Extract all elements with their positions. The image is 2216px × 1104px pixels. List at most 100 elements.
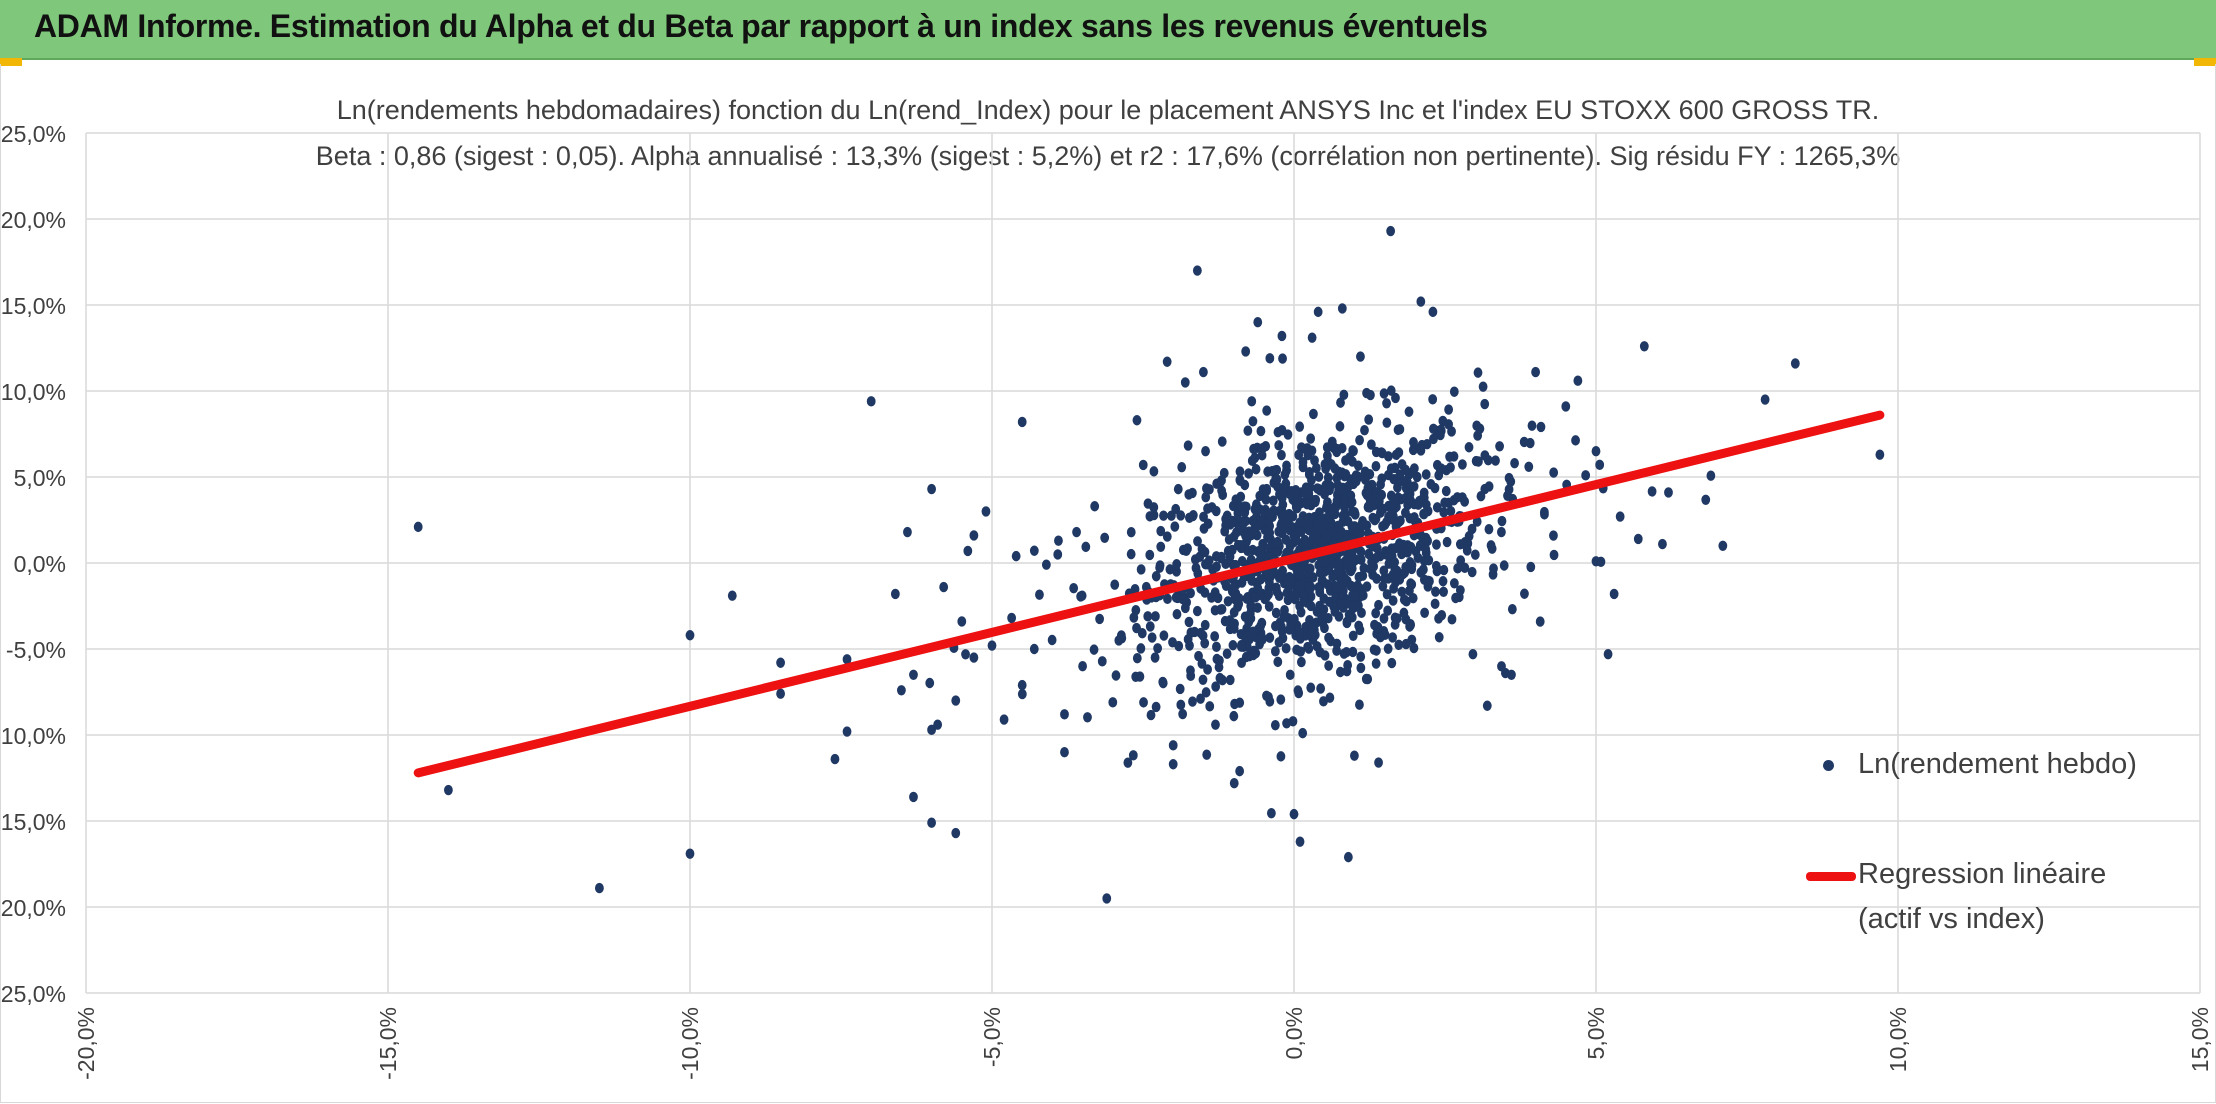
data-point <box>866 396 876 407</box>
data-point <box>1145 621 1155 632</box>
data-point <box>444 784 453 796</box>
data-point <box>987 640 997 651</box>
data-point <box>1314 471 1324 482</box>
data-point <box>1214 661 1224 673</box>
data-point <box>1017 688 1027 700</box>
data-point <box>1203 518 1213 529</box>
data-point <box>1047 634 1057 646</box>
data-point <box>1472 516 1482 527</box>
data-point <box>1446 506 1456 517</box>
data-point <box>1203 503 1212 514</box>
data-point <box>1408 444 1418 456</box>
data-point <box>1151 701 1161 713</box>
data-point <box>1371 608 1381 619</box>
data-point <box>1470 549 1480 560</box>
data-point <box>1146 709 1156 721</box>
data-point <box>1280 481 1290 492</box>
data-point <box>1436 463 1446 474</box>
data-point <box>1361 673 1371 685</box>
data-point <box>1506 476 1516 487</box>
data-point <box>1350 750 1359 761</box>
data-point <box>727 590 737 601</box>
data-point <box>1213 592 1223 604</box>
data-point <box>1276 751 1286 762</box>
data-point <box>1273 426 1283 438</box>
data-point <box>1350 507 1360 518</box>
data-point <box>1317 611 1327 622</box>
data-point <box>1215 672 1225 684</box>
data-point <box>1372 645 1381 656</box>
data-point <box>1432 539 1441 550</box>
data-point <box>1334 521 1343 532</box>
data-point <box>1334 557 1343 569</box>
data-point <box>1363 501 1373 513</box>
data-point <box>1416 445 1426 456</box>
data-point <box>1192 605 1202 617</box>
data-point <box>1183 634 1193 645</box>
data-point <box>1200 546 1210 558</box>
data-point <box>1468 649 1478 660</box>
data-point <box>1196 627 1206 639</box>
data-point <box>1322 450 1332 462</box>
data-point <box>1212 641 1221 653</box>
data-point <box>1172 559 1182 570</box>
data-point <box>1432 502 1442 513</box>
data-point <box>1035 589 1044 600</box>
data-point <box>1257 450 1267 461</box>
data-point <box>1270 719 1280 731</box>
data-point <box>1244 617 1254 628</box>
data-point <box>1321 463 1331 474</box>
data-point <box>1253 602 1262 613</box>
data-point <box>1132 415 1142 426</box>
legend-label-points: Ln(rendement hebdo) <box>1858 748 2137 780</box>
data-point <box>1442 536 1452 548</box>
data-point <box>1449 386 1459 397</box>
data-point <box>1225 615 1235 626</box>
data-point <box>1376 490 1386 501</box>
data-point <box>1306 600 1316 612</box>
x-tick-label: 5,0% <box>1583 1007 1609 1059</box>
data-point <box>1029 545 1039 556</box>
data-point <box>1561 401 1571 412</box>
data-point <box>1332 638 1342 650</box>
data-point <box>1095 613 1105 625</box>
data-point <box>1348 630 1358 641</box>
data-point <box>1295 836 1305 847</box>
data-point <box>1404 406 1414 417</box>
data-point <box>685 630 695 641</box>
data-point <box>1524 461 1534 473</box>
data-point <box>1227 544 1237 556</box>
data-point <box>1760 394 1770 405</box>
data-point <box>1263 569 1273 580</box>
data-point <box>1163 593 1172 605</box>
data-point <box>1197 658 1207 669</box>
data-point <box>1405 488 1415 500</box>
regression-line-layer <box>413 410 1885 778</box>
data-point <box>1235 474 1245 486</box>
data-point <box>1356 651 1366 662</box>
data-point <box>1219 467 1229 479</box>
data-point <box>1217 485 1227 496</box>
data-point <box>1183 543 1192 554</box>
data-point <box>1323 579 1333 590</box>
data-point <box>1007 612 1017 624</box>
data-point <box>1504 484 1514 495</box>
data-point <box>685 848 695 859</box>
data-point <box>981 506 991 517</box>
data-point <box>1388 632 1397 643</box>
data-point <box>1291 534 1301 546</box>
x-tick-label: 10,0% <box>1885 1007 1911 1072</box>
data-point <box>1150 611 1160 622</box>
data-point <box>1060 709 1069 720</box>
data-point <box>1362 581 1372 592</box>
data-point <box>1282 718 1291 729</box>
data-point <box>1706 470 1716 481</box>
data-point <box>1201 687 1211 698</box>
data-point <box>1591 446 1601 457</box>
data-point <box>1201 491 1211 503</box>
data-point <box>1342 665 1352 677</box>
data-point <box>1100 532 1110 543</box>
data-point <box>1108 697 1118 708</box>
data-point <box>1355 434 1364 446</box>
y-tick-label: -10,0% <box>0 723 66 749</box>
